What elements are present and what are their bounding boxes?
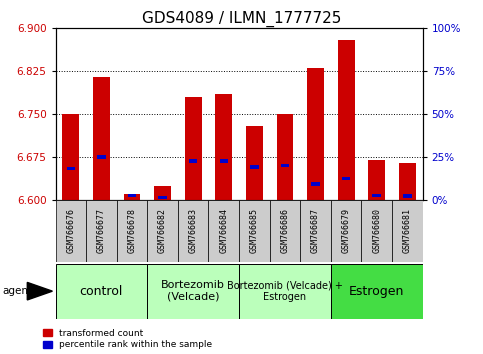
Text: GSM766684: GSM766684 bbox=[219, 209, 228, 253]
Bar bbox=[86, 200, 117, 262]
Bar bbox=[147, 264, 239, 319]
Text: GSM766676: GSM766676 bbox=[66, 209, 75, 253]
Bar bbox=[62, 114, 79, 200]
Bar bbox=[392, 200, 423, 262]
Text: GDS4089 / ILMN_1777725: GDS4089 / ILMN_1777725 bbox=[142, 11, 341, 27]
Bar bbox=[147, 200, 178, 262]
Bar bbox=[338, 40, 355, 200]
Text: GSM766686: GSM766686 bbox=[281, 209, 289, 253]
Text: GSM766681: GSM766681 bbox=[403, 209, 412, 253]
Bar bbox=[250, 165, 259, 169]
Bar bbox=[215, 94, 232, 200]
Text: Bortezomib (Velcade) +
Estrogen: Bortezomib (Velcade) + Estrogen bbox=[227, 280, 343, 302]
Bar bbox=[154, 186, 171, 200]
Text: agent: agent bbox=[2, 286, 32, 296]
Bar bbox=[93, 77, 110, 200]
Bar bbox=[178, 200, 209, 262]
Bar bbox=[311, 182, 320, 186]
Text: GSM766682: GSM766682 bbox=[158, 209, 167, 253]
Bar bbox=[67, 167, 75, 170]
Bar bbox=[369, 160, 385, 200]
Bar bbox=[117, 200, 147, 262]
Bar bbox=[124, 194, 141, 200]
Bar bbox=[403, 194, 412, 198]
Bar bbox=[239, 200, 270, 262]
Text: GSM766687: GSM766687 bbox=[311, 209, 320, 253]
Bar bbox=[209, 200, 239, 262]
Bar bbox=[361, 200, 392, 262]
Bar bbox=[277, 114, 293, 200]
Text: GSM766678: GSM766678 bbox=[128, 209, 137, 253]
Text: GSM766680: GSM766680 bbox=[372, 209, 381, 253]
Bar bbox=[158, 196, 167, 199]
Bar bbox=[128, 194, 136, 197]
Bar bbox=[281, 164, 289, 167]
Bar bbox=[399, 163, 416, 200]
Legend: transformed count, percentile rank within the sample: transformed count, percentile rank withi… bbox=[43, 329, 213, 349]
Bar bbox=[189, 159, 198, 163]
Bar bbox=[270, 200, 300, 262]
Text: GSM766683: GSM766683 bbox=[189, 209, 198, 253]
Text: control: control bbox=[80, 285, 123, 298]
Text: GSM766679: GSM766679 bbox=[341, 209, 351, 253]
Bar bbox=[219, 159, 228, 163]
Bar bbox=[331, 200, 361, 262]
Bar bbox=[300, 200, 331, 262]
Bar bbox=[56, 200, 86, 262]
Bar bbox=[97, 155, 106, 159]
Text: GSM766685: GSM766685 bbox=[250, 209, 259, 253]
Bar bbox=[331, 264, 423, 319]
Polygon shape bbox=[28, 282, 53, 300]
Bar bbox=[185, 97, 201, 200]
Text: Bortezomib
(Velcade): Bortezomib (Velcade) bbox=[161, 280, 225, 302]
Bar bbox=[342, 177, 351, 180]
Text: Estrogen: Estrogen bbox=[349, 285, 404, 298]
Bar bbox=[307, 68, 324, 200]
Bar bbox=[239, 264, 331, 319]
Bar bbox=[246, 126, 263, 200]
Text: GSM766677: GSM766677 bbox=[97, 209, 106, 253]
Bar bbox=[372, 194, 381, 197]
Bar bbox=[56, 264, 147, 319]
